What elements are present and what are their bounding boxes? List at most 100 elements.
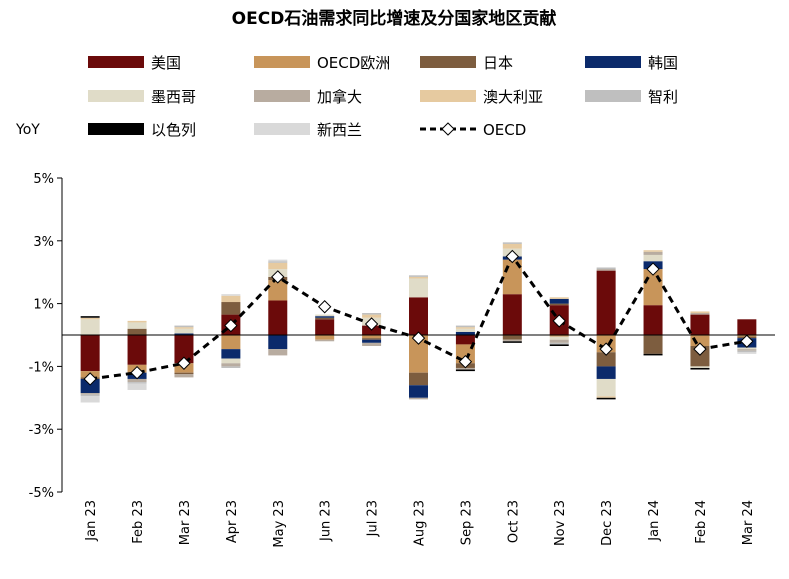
bar-segment [549, 342, 569, 345]
bar-segment [643, 251, 663, 255]
bar-segment [737, 352, 757, 354]
legend-label: OECD欧洲 [317, 54, 390, 72]
oecd-point [505, 249, 520, 264]
bar-segment [596, 270, 616, 335]
bar-segment [221, 363, 241, 367]
legend-label: 以色列 [151, 121, 196, 139]
legend-item-4: 韩国 [585, 54, 678, 72]
bar-segment [737, 350, 757, 353]
bar-segment [127, 322, 147, 329]
bar-segment [268, 259, 288, 262]
bar-segment [455, 328, 475, 332]
legend-label: OECD [483, 121, 526, 139]
bar-segment [502, 243, 522, 249]
oecd-point [224, 318, 238, 333]
bar-segment [737, 349, 757, 351]
x-tick-label: Sep 23 [459, 500, 474, 545]
legend-item-oecd: OECD [420, 121, 526, 139]
legend-item-1: 美国 [88, 54, 181, 72]
oecd-point [271, 270, 285, 284]
bar-segment [221, 335, 241, 350]
oecd-point [177, 356, 191, 370]
bar-segment [315, 317, 335, 320]
bar-segment [737, 319, 757, 335]
bar-segment [268, 335, 288, 350]
bar-segment [409, 335, 428, 373]
bar-segment [127, 320, 147, 323]
y-tick-label: 1% [33, 298, 54, 313]
bar-segment [502, 294, 522, 335]
bar-segment [174, 327, 194, 329]
bar-segment [221, 349, 241, 359]
bar-segment [315, 316, 335, 318]
bar-segment [362, 335, 382, 339]
legend-marker [441, 122, 455, 136]
x-tick-label: Jul 23 [366, 500, 381, 537]
bar-segment [549, 335, 569, 337]
legend-item-5: 墨西哥 [88, 88, 196, 106]
bar-segment [455, 367, 475, 370]
bar-segment [221, 302, 241, 315]
legend-swatch [88, 123, 144, 135]
bar-segment [409, 397, 428, 400]
bar-segment [174, 333, 194, 335]
legend-label: 加拿大 [317, 88, 362, 106]
bar-segment [409, 297, 428, 335]
legend-label: 美国 [151, 54, 181, 72]
bar-segment [455, 325, 475, 328]
legend-swatch [254, 123, 310, 135]
bar-segment [690, 311, 710, 314]
bar-segment [549, 303, 569, 306]
bar-segment [596, 269, 616, 271]
x-tick-label: Nov 23 [553, 500, 568, 546]
bar-segment [549, 297, 569, 299]
legend-swatch [585, 56, 641, 68]
bar-segment [690, 367, 710, 370]
bar-segment [80, 393, 100, 395]
bar-segment [596, 378, 616, 397]
legend-swatch [254, 56, 310, 68]
bar-segment [549, 339, 569, 343]
x-tick-label: Jan 24 [647, 500, 662, 542]
bar-segment [643, 250, 663, 252]
bar-segment [502, 242, 522, 244]
legend-label: 日本 [483, 54, 513, 72]
bar-segment [596, 397, 616, 400]
legend-label: 新西兰 [317, 121, 362, 139]
bar-segment [596, 366, 616, 379]
oecd-point [646, 262, 660, 276]
x-tick-label: Mar 24 [741, 500, 756, 545]
bar-segment [80, 335, 100, 372]
bar-segment [362, 342, 382, 346]
bar-segment [127, 382, 147, 384]
legend-swatch [585, 90, 641, 102]
x-tick-label: Jan 23 [84, 500, 99, 542]
bar-segment [268, 300, 288, 335]
bar-segment [315, 339, 335, 342]
chart-title: OECD石油需求同比增速及分国家地区贡献 [232, 8, 557, 29]
bar-segment [690, 366, 710, 368]
oecd-point [458, 354, 473, 369]
bar-segment [127, 335, 147, 365]
oecd-point [552, 314, 566, 328]
bar-segment [643, 305, 663, 335]
bar-segment [409, 278, 428, 298]
legend-swatch [420, 90, 476, 102]
bar-segment [221, 294, 241, 296]
bar-segment [549, 344, 569, 346]
bar-segment [643, 254, 663, 262]
plot-area: 5% 3% 1% -1% -3% -5% Jan 23 Feb 23 Mar 23 Apr 23 M… [29, 172, 775, 548]
bar-segment [362, 339, 382, 343]
x-tick-label: Dec 23 [600, 500, 615, 546]
bar-segment [455, 369, 475, 372]
bar-segment [174, 374, 194, 378]
bar-segment [127, 383, 147, 390]
bar-segment [502, 339, 522, 342]
x-tick-label: Aug 23 [413, 500, 428, 546]
oecd-point [411, 331, 426, 345]
oecd-point [364, 317, 379, 331]
bar-segment [409, 385, 428, 398]
legend-item-3: 日本 [420, 54, 513, 72]
legend-item-6: 加拿大 [254, 88, 362, 106]
